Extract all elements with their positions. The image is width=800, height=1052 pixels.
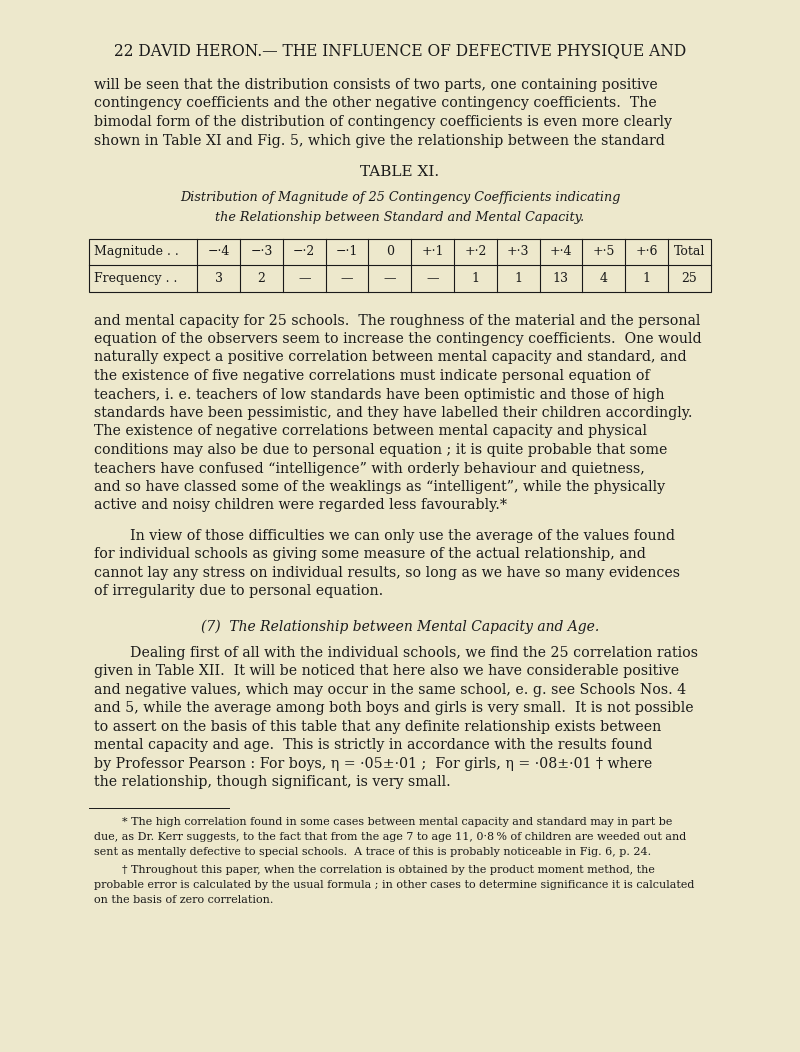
Text: 2: 2 <box>258 271 266 285</box>
Text: active and noisy children were regarded less favourably.*: active and noisy children were regarded … <box>94 499 507 512</box>
Text: +·1: +·1 <box>422 245 444 258</box>
Text: +·3: +·3 <box>507 245 530 258</box>
Text: mental capacity and age.  This is strictly in accordance with the results found: mental capacity and age. This is strictl… <box>94 739 653 752</box>
Text: conditions may also be due to personal equation ; it is quite probable that some: conditions may also be due to personal e… <box>94 443 668 457</box>
Text: (7)  The Relationship between Mental Capacity and Age.: (7) The Relationship between Mental Capa… <box>201 620 599 634</box>
Text: the existence of five negative correlations must indicate personal equation of: the existence of five negative correlati… <box>94 369 650 383</box>
Text: The existence of negative correlations between mental capacity and physical: The existence of negative correlations b… <box>94 425 647 439</box>
Text: Distribution of Magnitude of 25 Contingency Coefficients indicating: Distribution of Magnitude of 25 Continge… <box>180 191 620 204</box>
Text: † Throughout this paper, when the correlation is obtained by the product moment : † Throughout this paper, when the correl… <box>94 866 655 875</box>
Text: due, as Dr. Kerr suggests, to the fact that from the age 7 to age 11, 0·8 % of c: due, as Dr. Kerr suggests, to the fact t… <box>94 832 686 842</box>
Text: +·2: +·2 <box>464 245 486 258</box>
Text: +·6: +·6 <box>635 245 658 258</box>
Text: —: — <box>384 271 396 285</box>
Text: —: — <box>298 271 310 285</box>
Text: Magnitude . .: Magnitude . . <box>94 245 179 258</box>
Text: naturally expect a positive correlation between mental capacity and standard, an: naturally expect a positive correlation … <box>94 350 687 364</box>
Text: and negative values, which may occur in the same school, e. g. see Schools Nos. : and negative values, which may occur in … <box>94 683 686 697</box>
Text: +·5: +·5 <box>593 245 615 258</box>
Text: standards have been pessimistic, and they have labelled their children according: standards have been pessimistic, and the… <box>94 406 693 420</box>
Text: −·4: −·4 <box>207 245 230 258</box>
Text: TABLE XI.: TABLE XI. <box>361 165 439 179</box>
Text: of irregularity due to personal equation.: of irregularity due to personal equation… <box>94 585 384 599</box>
Text: * The high correlation found in some cases between mental capacity and standard : * The high correlation found in some cas… <box>94 817 673 827</box>
Text: contingency coefficients and the other negative contingency coefficients.  The: contingency coefficients and the other n… <box>94 97 657 110</box>
Text: 22 DAVID HERON.— THE INFLUENCE OF DEFECTIVE PHYSIQUE AND: 22 DAVID HERON.— THE INFLUENCE OF DEFECT… <box>114 42 686 59</box>
Text: +·4: +·4 <box>550 245 572 258</box>
Text: In view of those difficulties we can only use the average of the values found: In view of those difficulties we can onl… <box>94 529 675 543</box>
Text: will be seen that the distribution consists of two parts, one containing positiv: will be seen that the distribution consi… <box>94 78 658 92</box>
Text: sent as mentally defective to special schools.  A trace of this is probably noti: sent as mentally defective to special sc… <box>94 847 651 856</box>
Text: shown in Table XI and Fig. 5, which give the relationship between the standard: shown in Table XI and Fig. 5, which give… <box>94 134 666 147</box>
Text: and 5, while the average among both boys and girls is very small.  It is not pos: and 5, while the average among both boys… <box>94 702 694 715</box>
Text: equation of the observers seem to increase the contingency coefficients.  One wo: equation of the observers seem to increa… <box>94 332 702 346</box>
Text: probable error is calculated by the usual formula ; in other cases to determine : probable error is calculated by the usua… <box>94 881 694 890</box>
Text: for individual schools as giving some measure of the actual relationship, and: for individual schools as giving some me… <box>94 547 646 562</box>
Text: —: — <box>426 271 439 285</box>
Text: 3: 3 <box>214 271 222 285</box>
Text: −·3: −·3 <box>250 245 273 258</box>
Text: and so have classed some of the weaklings as “intelligent”, while the physically: and so have classed some of the weakling… <box>94 480 666 494</box>
Text: −·1: −·1 <box>336 245 358 258</box>
Text: the relationship, though significant, is very small.: the relationship, though significant, is… <box>94 775 451 789</box>
Text: by Professor Pearson : For boys, η = ·05±·01 ;  For girls, η = ·08±·01 † where: by Professor Pearson : For boys, η = ·05… <box>94 757 653 771</box>
Bar <box>90 239 710 291</box>
Text: 1: 1 <box>514 271 522 285</box>
Text: the Relationship between Standard and Mental Capacity.: the Relationship between Standard and Me… <box>215 211 585 224</box>
Text: teachers, i. e. teachers of low standards have been optimistic and those of high: teachers, i. e. teachers of low standard… <box>94 387 665 402</box>
Text: bimodal form of the distribution of contingency coefficients is even more clearl: bimodal form of the distribution of cont… <box>94 115 672 129</box>
Text: —: — <box>341 271 354 285</box>
Text: and mental capacity for 25 schools.  The roughness of the material and the perso: and mental capacity for 25 schools. The … <box>94 313 701 327</box>
Text: 1: 1 <box>642 271 650 285</box>
Text: given in Table XII.  It will be noticed that here also we have considerable posi: given in Table XII. It will be noticed t… <box>94 665 679 679</box>
Text: cannot lay any stress on individual results, so long as we have so many evidence: cannot lay any stress on individual resu… <box>94 566 680 580</box>
Text: −·2: −·2 <box>293 245 315 258</box>
Text: Total: Total <box>674 245 705 258</box>
Text: Frequency . .: Frequency . . <box>94 271 178 285</box>
Text: 1: 1 <box>471 271 479 285</box>
Text: on the basis of zero correlation.: on the basis of zero correlation. <box>94 895 274 905</box>
Text: teachers have confused “intelligence” with orderly behaviour and quietness,: teachers have confused “intelligence” wi… <box>94 462 645 476</box>
Text: 25: 25 <box>682 271 697 285</box>
Text: Dealing first of all with the individual schools, we find the 25 correlation rat: Dealing first of all with the individual… <box>94 646 698 660</box>
Text: 0: 0 <box>386 245 394 258</box>
Text: 13: 13 <box>553 271 569 285</box>
Text: 4: 4 <box>600 271 608 285</box>
Text: to assert on the basis of this table that any definite relationship exists betwe: to assert on the basis of this table tha… <box>94 720 662 734</box>
